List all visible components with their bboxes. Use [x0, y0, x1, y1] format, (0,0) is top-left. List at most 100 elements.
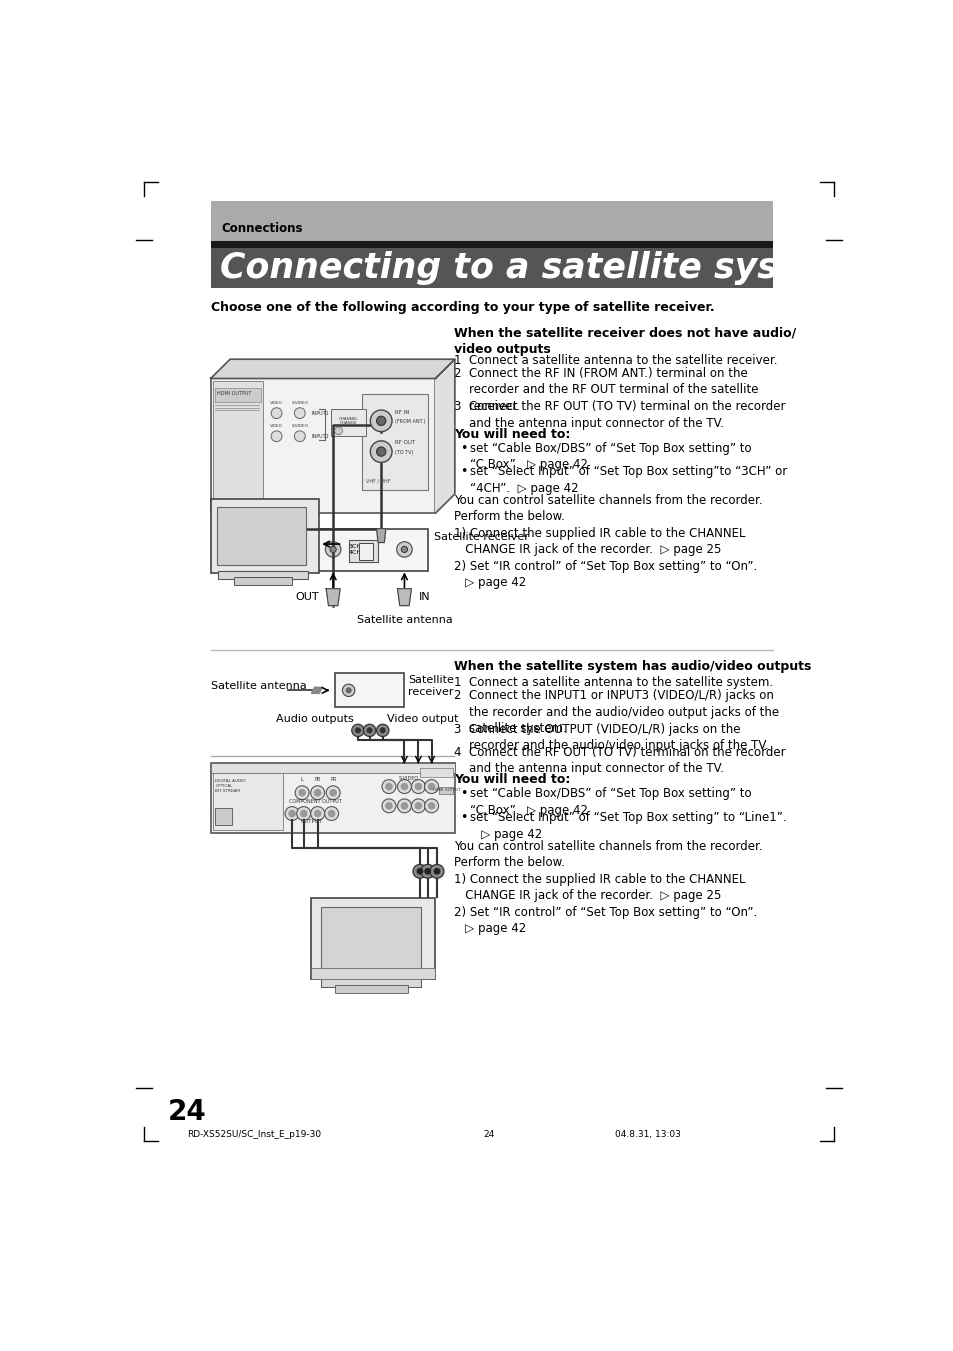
- Circle shape: [294, 786, 309, 800]
- Circle shape: [401, 546, 407, 553]
- Circle shape: [428, 802, 435, 809]
- Circle shape: [325, 542, 340, 557]
- Text: You can control satellite channels from the recorder.
Perform the below.
1) Conn: You can control satellite channels from …: [454, 494, 761, 589]
- Circle shape: [376, 724, 389, 736]
- Circle shape: [363, 724, 375, 736]
- Circle shape: [314, 790, 320, 796]
- Text: Video output: Video output: [386, 713, 457, 724]
- Bar: [214, 808, 232, 825]
- Circle shape: [311, 786, 324, 800]
- Text: 24: 24: [483, 1131, 494, 1139]
- Text: 3  Connect the RF OUT (TO TV) terminal on the recorder
    and the antenna input: 3 Connect the RF OUT (TO TV) terminal on…: [454, 400, 784, 430]
- Circle shape: [428, 784, 435, 790]
- Text: IN: IN: [418, 592, 430, 603]
- Text: INPUT2: INPUT2: [311, 434, 329, 439]
- Text: VHF / UHF: VHF / UHF: [365, 478, 390, 484]
- Bar: [311, 898, 435, 979]
- Text: (TO TV): (TO TV): [395, 450, 413, 455]
- Text: set “Cable Box/DBS” of “Set Top Box setting” to
“C.Box”.  ▷ page 42: set “Cable Box/DBS” of “Set Top Box sett…: [469, 442, 750, 471]
- Circle shape: [401, 784, 407, 790]
- Text: PB: PB: [314, 777, 320, 782]
- Bar: [439, 786, 453, 794]
- Polygon shape: [311, 688, 322, 693]
- Circle shape: [385, 784, 392, 790]
- Text: DIGITAL AUDIO
OPTICAL
BIT STREAM: DIGITAL AUDIO OPTICAL BIT STREAM: [215, 780, 246, 793]
- Text: Satellite antenna: Satellite antenna: [356, 615, 452, 626]
- Bar: [320, 978, 421, 986]
- Circle shape: [411, 798, 425, 813]
- Circle shape: [370, 440, 392, 462]
- Circle shape: [296, 807, 311, 820]
- Circle shape: [342, 684, 355, 697]
- Bar: [211, 201, 773, 242]
- Text: Satellite antenna: Satellite antenna: [211, 681, 306, 690]
- Circle shape: [330, 546, 335, 553]
- Circle shape: [328, 811, 335, 816]
- Text: 1  Connect a satellite antenna to the satellite system.: 1 Connect a satellite antenna to the sat…: [454, 677, 772, 689]
- Text: 3  Connect the OUTPUT (VIDEO/L/R) jacks on the
    recorder and the audio/video : 3 Connect the OUTPUT (VIDEO/L/R) jacks o…: [454, 723, 768, 753]
- Bar: [233, 577, 292, 585]
- Text: Connections: Connections: [221, 222, 303, 235]
- Text: 2  Connect the INPUT1 or INPUT3 (VIDEO/L/R) jacks on
    the recorder and the au: 2 Connect the INPUT1 or INPUT3 (VIDEO/L/…: [454, 689, 779, 735]
- Bar: [419, 769, 452, 777]
- Text: S-VIDEO: S-VIDEO: [397, 775, 418, 781]
- Circle shape: [397, 780, 411, 793]
- Text: 4  Connect the RF OUT (TO TV) terminal on the recorder
    and the antenna input: 4 Connect the RF OUT (TO TV) terminal on…: [454, 746, 785, 775]
- Circle shape: [411, 780, 425, 793]
- Bar: [359, 543, 373, 561]
- Polygon shape: [211, 359, 455, 378]
- Bar: [211, 763, 455, 773]
- Polygon shape: [376, 528, 385, 543]
- Text: You will need to:: You will need to:: [454, 428, 570, 440]
- Circle shape: [415, 784, 421, 790]
- Circle shape: [326, 786, 340, 800]
- Circle shape: [294, 431, 305, 442]
- Bar: [348, 540, 377, 562]
- Bar: [213, 773, 282, 831]
- Text: 04.8.31, 13:03: 04.8.31, 13:03: [615, 1131, 680, 1139]
- Text: VIDEO: VIDEO: [270, 424, 283, 428]
- Circle shape: [298, 790, 305, 796]
- Circle shape: [415, 802, 421, 809]
- Circle shape: [397, 798, 411, 813]
- Text: INPUT1: INPUT1: [311, 411, 329, 416]
- Bar: [211, 763, 455, 832]
- Circle shape: [271, 431, 282, 442]
- Text: Audio outputs: Audio outputs: [276, 713, 354, 724]
- Circle shape: [352, 724, 364, 736]
- Text: set “Select Input” of “Set Top Box setting”to “3CH” or
“4CH”.  ▷ page 42: set “Select Input” of “Set Top Box setti…: [469, 466, 786, 494]
- Text: •: •: [459, 788, 467, 800]
- Text: HDMI OUTPUT: HDMI OUTPUT: [433, 788, 460, 792]
- Text: Connecting to a satellite system: Connecting to a satellite system: [220, 250, 854, 285]
- Text: Choose one of the following according to your type of satellite receiver.: Choose one of the following according to…: [211, 301, 714, 315]
- Bar: [214, 388, 261, 401]
- Bar: [320, 908, 421, 970]
- Circle shape: [430, 865, 443, 878]
- Text: Satellite
receiver: Satellite receiver: [408, 676, 454, 697]
- Circle shape: [385, 802, 392, 809]
- Circle shape: [420, 865, 435, 878]
- Circle shape: [376, 416, 385, 426]
- Text: VIDEO: VIDEO: [270, 401, 283, 405]
- Circle shape: [355, 728, 360, 732]
- Circle shape: [381, 798, 395, 813]
- Text: PR: PR: [330, 777, 335, 782]
- Text: 1  Connect a satellite antenna to the satellite receiver.: 1 Connect a satellite antenna to the sat…: [454, 354, 777, 367]
- Circle shape: [294, 408, 305, 419]
- Text: OUTPUT: OUTPUT: [300, 819, 322, 824]
- Circle shape: [424, 780, 438, 793]
- Polygon shape: [326, 589, 340, 605]
- Text: RD-XS52SU/SC_Inst_E_p19-30: RD-XS52SU/SC_Inst_E_p19-30: [187, 1131, 321, 1139]
- Circle shape: [416, 869, 422, 874]
- Bar: [361, 394, 427, 490]
- Text: You will need to:: You will need to:: [454, 774, 570, 786]
- Bar: [211, 240, 773, 247]
- Text: Satellite receiver: Satellite receiver: [434, 532, 528, 543]
- Text: set “Cable Box/DBS” of “Set Top Box setting” to
“C.Box”.  ▷ page 42: set “Cable Box/DBS” of “Set Top Box sett…: [469, 788, 750, 817]
- Circle shape: [311, 807, 324, 820]
- Circle shape: [413, 865, 427, 878]
- Text: HDMI OUTPUT: HDMI OUTPUT: [216, 392, 251, 396]
- Text: set “Select Input” of “Set Top Box setting” to “Line1”.
   ▷ page 42: set “Select Input” of “Set Top Box setti…: [469, 811, 785, 840]
- Circle shape: [396, 542, 412, 557]
- Circle shape: [289, 811, 294, 816]
